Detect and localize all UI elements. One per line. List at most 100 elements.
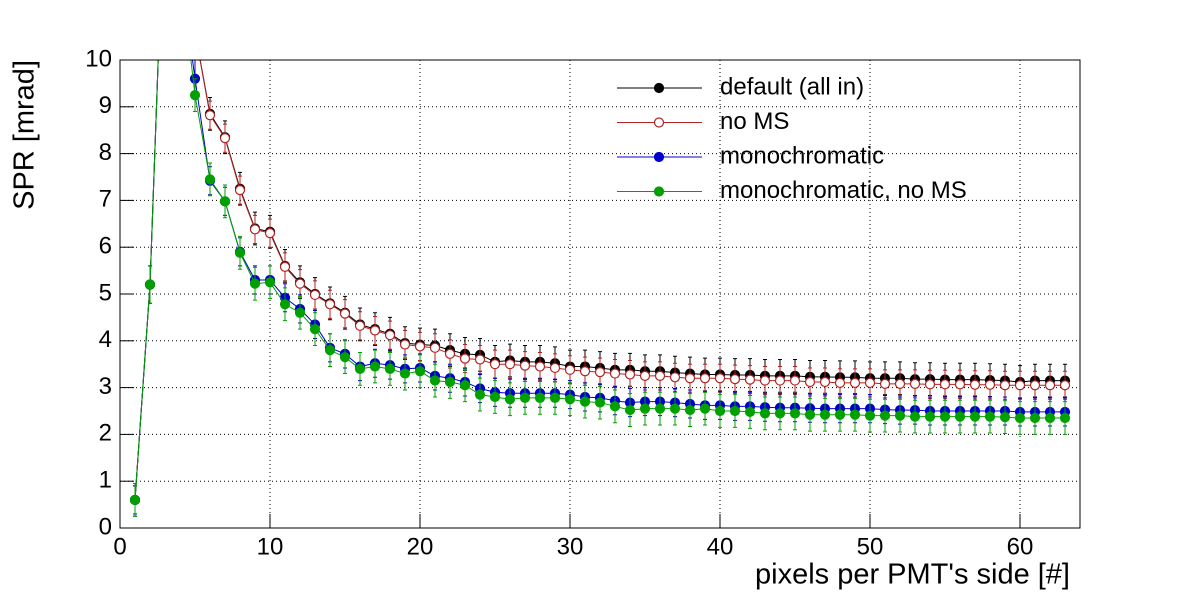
data-point bbox=[759, 408, 771, 419]
legend-marker bbox=[653, 186, 665, 197]
legend-label: no MS bbox=[720, 108, 789, 135]
data-point bbox=[654, 370, 666, 381]
data-point bbox=[294, 307, 306, 318]
data-point bbox=[1059, 412, 1071, 424]
data-point bbox=[399, 368, 411, 379]
y-axis-title: SPR [mrad] bbox=[9, 60, 41, 210]
data-point bbox=[864, 377, 876, 389]
y-tick-label: 0 bbox=[99, 513, 112, 540]
data-point bbox=[714, 373, 726, 384]
data-point bbox=[879, 410, 891, 421]
data-point bbox=[669, 372, 681, 383]
data-point bbox=[474, 389, 486, 400]
data-point bbox=[564, 394, 576, 405]
legend: default (all in) no MS monochromatic monoch… bbox=[617, 73, 967, 204]
data-point bbox=[684, 404, 696, 416]
legend-marker bbox=[653, 151, 665, 163]
data-point bbox=[789, 375, 801, 386]
data-point bbox=[1014, 380, 1026, 391]
data-point bbox=[144, 279, 156, 290]
data-point bbox=[909, 411, 921, 422]
data-point bbox=[129, 494, 141, 506]
data-point bbox=[954, 379, 966, 390]
data-point bbox=[354, 363, 366, 374]
data-point bbox=[534, 392, 546, 403]
data-point bbox=[729, 405, 741, 417]
x-tick-label: 60 bbox=[1007, 533, 1034, 560]
data-point bbox=[669, 403, 681, 414]
data-point bbox=[564, 364, 576, 375]
x-axis-title: pixels per PMT's side [#] bbox=[755, 559, 1070, 591]
data-point bbox=[609, 368, 621, 379]
data-point bbox=[369, 325, 381, 336]
data-point bbox=[909, 378, 921, 389]
data-point bbox=[204, 174, 216, 185]
data-point bbox=[444, 348, 456, 360]
x-tick-label: 40 bbox=[707, 533, 734, 560]
x-tick-label: 30 bbox=[557, 533, 584, 560]
data-point bbox=[339, 352, 351, 363]
data-point bbox=[249, 278, 261, 289]
data-point bbox=[294, 278, 306, 289]
data-point bbox=[894, 410, 906, 421]
legend-label: monochromatic bbox=[720, 142, 884, 169]
data-point bbox=[399, 339, 411, 350]
data-point bbox=[504, 394, 516, 405]
y-tick-label: 4 bbox=[99, 326, 112, 353]
data-point bbox=[609, 401, 621, 412]
data-point bbox=[819, 376, 831, 388]
data-point bbox=[339, 308, 351, 319]
data-point bbox=[894, 378, 906, 389]
x-tick-label: 50 bbox=[857, 533, 884, 560]
data-point bbox=[594, 397, 606, 408]
data-point bbox=[789, 408, 801, 419]
data-point bbox=[954, 411, 966, 422]
y-tick-label: 10 bbox=[85, 45, 112, 72]
data-point bbox=[519, 392, 531, 403]
data-point bbox=[489, 391, 501, 403]
data-point bbox=[699, 373, 711, 384]
data-point bbox=[354, 320, 366, 331]
y-tick-label: 8 bbox=[99, 139, 112, 166]
data-point bbox=[519, 360, 531, 371]
data-point bbox=[849, 409, 861, 420]
data-point bbox=[699, 403, 711, 414]
plot-area bbox=[129, 60, 1071, 517]
data-point bbox=[504, 359, 516, 370]
data-point bbox=[744, 374, 756, 385]
data-point bbox=[804, 409, 816, 420]
data-point bbox=[1044, 380, 1056, 391]
data-point bbox=[429, 375, 441, 386]
y-tick-label: 9 bbox=[99, 92, 112, 119]
data-point bbox=[219, 196, 231, 207]
y-tick-label: 7 bbox=[99, 186, 112, 213]
data-point bbox=[474, 354, 486, 365]
data-point bbox=[939, 379, 951, 390]
x-tick-label: 20 bbox=[407, 533, 434, 560]
data-point bbox=[309, 289, 321, 301]
data-point bbox=[969, 411, 981, 422]
data-point bbox=[444, 376, 456, 388]
data-point bbox=[384, 363, 396, 374]
legend-marker bbox=[653, 117, 665, 128]
data-point bbox=[309, 324, 321, 335]
data-point bbox=[1044, 412, 1056, 424]
data-point bbox=[1029, 412, 1041, 424]
data-point bbox=[549, 362, 561, 374]
y-tick-label: 1 bbox=[99, 467, 112, 494]
data-point bbox=[999, 380, 1011, 391]
data-point bbox=[804, 376, 816, 388]
data-point bbox=[279, 299, 291, 310]
data-point bbox=[639, 403, 651, 414]
data-point bbox=[279, 261, 291, 272]
axes: 0 10 20 30 40 50 60 0 1 2 3 4 5 6 7 8 9 10 bbox=[85, 45, 1033, 560]
data-point bbox=[249, 224, 261, 235]
x-tick-label: 0 bbox=[113, 533, 126, 560]
data-point bbox=[984, 379, 996, 390]
data-point bbox=[189, 89, 201, 101]
y-tick-label: 5 bbox=[99, 279, 112, 306]
data-point bbox=[864, 410, 876, 421]
data-point bbox=[489, 359, 501, 370]
data-point bbox=[774, 375, 786, 386]
